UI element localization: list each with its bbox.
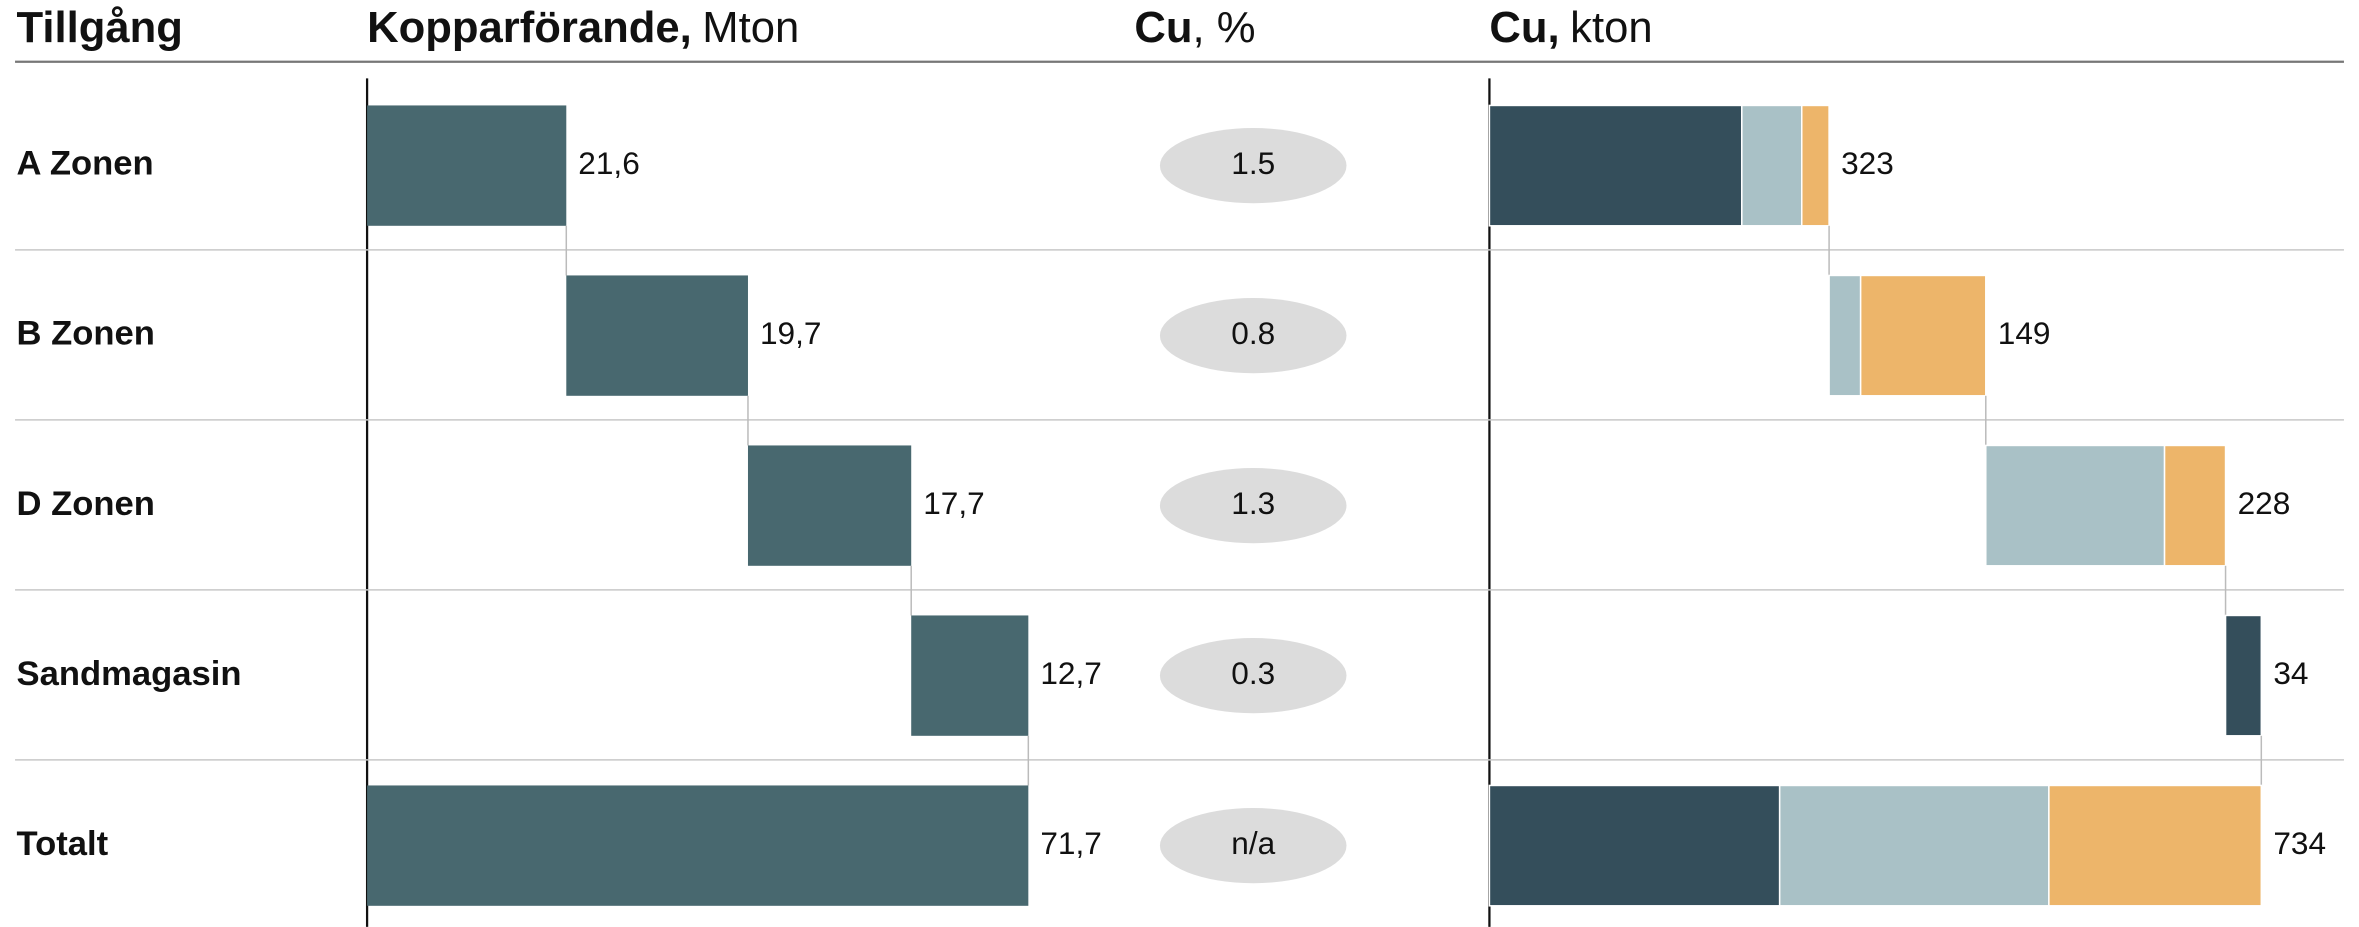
bar-segment bbox=[2048, 784, 2263, 907]
grade-label: 0.3 bbox=[1231, 655, 1275, 691]
bar-segment bbox=[2224, 614, 2263, 737]
value-label: 21,6 bbox=[578, 145, 639, 181]
row-label: Totalt bbox=[17, 825, 109, 863]
total-label: 323 bbox=[1841, 145, 1894, 181]
bar-segment bbox=[1859, 274, 1987, 397]
grade-label: 0.8 bbox=[1231, 315, 1275, 351]
header-bold: Tillgång bbox=[17, 4, 183, 52]
grade-label: n/a bbox=[1231, 825, 1275, 861]
value-label: 19,7 bbox=[760, 315, 821, 351]
header-bold: Cu, bbox=[1489, 4, 1559, 52]
bar-segment bbox=[1985, 444, 2166, 567]
bar-segment bbox=[1800, 104, 1830, 227]
bar bbox=[911, 615, 1029, 736]
bar bbox=[367, 105, 567, 226]
row-label: D Zonen bbox=[17, 485, 155, 523]
row-label: B Zonen bbox=[17, 315, 155, 353]
bar-segment bbox=[1488, 784, 1781, 907]
bar bbox=[566, 275, 748, 396]
grade-pill bbox=[1159, 468, 1347, 544]
total-label: 734 bbox=[2273, 825, 2326, 861]
bar-segment bbox=[1488, 104, 1743, 227]
column-header: Cu, % bbox=[1134, 4, 1255, 52]
total-label: 34 bbox=[2273, 655, 2308, 691]
grade-pill bbox=[1159, 638, 1347, 714]
bar-segment bbox=[1741, 104, 1803, 227]
row-label: A Zonen bbox=[17, 145, 154, 183]
bar bbox=[747, 445, 912, 566]
bar-segment bbox=[1828, 274, 1862, 397]
grade-pill bbox=[1159, 128, 1347, 204]
total-label: 228 bbox=[2238, 485, 2291, 521]
grade-label: 1.3 bbox=[1231, 485, 1275, 521]
grade-pill bbox=[1159, 808, 1347, 884]
value-label: 71,7 bbox=[1040, 825, 1101, 861]
row-label: Sandmagasin bbox=[17, 655, 242, 693]
header-bold: Cu bbox=[1134, 4, 1192, 52]
column-header: Tillgång bbox=[17, 4, 183, 52]
header-bold: Kopparförande, bbox=[367, 4, 692, 52]
total-label: 149 bbox=[1998, 315, 2051, 351]
value-label: 12,7 bbox=[1040, 655, 1101, 691]
header-unit: Mton bbox=[702, 4, 799, 52]
header-unit: , % bbox=[1193, 4, 1256, 52]
bar-segment bbox=[2163, 444, 2227, 567]
column-header: Cu, kton bbox=[1489, 4, 1652, 52]
value-label: 17,7 bbox=[923, 485, 984, 521]
bar bbox=[367, 785, 1029, 906]
bar-segment bbox=[1778, 784, 2050, 907]
column-header: Kopparförande, Mton bbox=[367, 4, 799, 52]
header-unit: kton bbox=[1570, 4, 1652, 52]
grade-pill bbox=[1159, 298, 1347, 374]
grade-label: 1.5 bbox=[1231, 145, 1275, 181]
